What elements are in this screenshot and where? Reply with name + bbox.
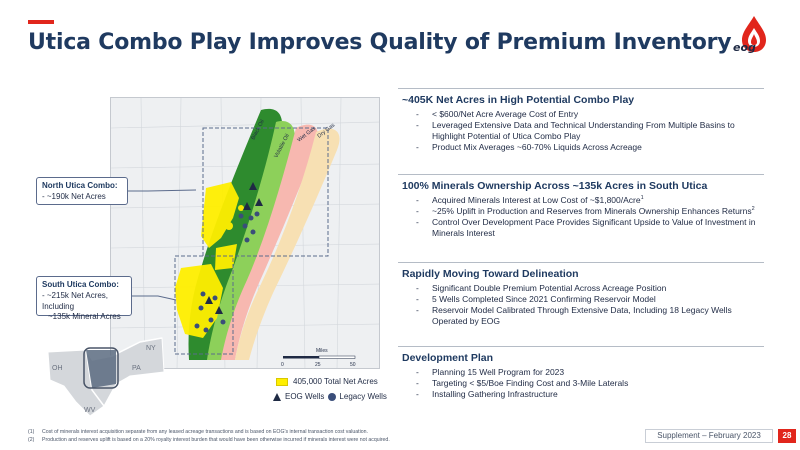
bullet: 5 Wells Completed Since 2021 Confirming … bbox=[402, 294, 764, 305]
section-delineation: Rapidly Moving Toward Delineation Signif… bbox=[398, 262, 764, 346]
eog-drop-flame-icon bbox=[742, 16, 766, 52]
title-accent-bar bbox=[28, 20, 54, 24]
state-locator-map: NY PA OH WV bbox=[47, 337, 165, 417]
legacy-well-dot-icon bbox=[328, 392, 337, 401]
bullet: Significant Double Premium Potential Acr… bbox=[402, 283, 764, 294]
ny-label: NY bbox=[146, 345, 156, 352]
south-utica-callout: South Utica Combo: - ~215k Net Acres, In… bbox=[36, 276, 132, 321]
north-callout-acres: - ~190k Net Acres bbox=[42, 191, 106, 201]
legend-acreage: 405,000 Total Net Acres bbox=[276, 377, 378, 386]
eog-logo-text: eog bbox=[733, 41, 756, 54]
scale-bar: Miles 0 25 50 bbox=[281, 348, 356, 368]
bullet: Leveraged Extensive Data and Technical U… bbox=[402, 120, 764, 142]
footnote-2: (2) Production and reserves uplift is bas… bbox=[28, 437, 390, 444]
bullet: ~25% Uplift in Production and Reserves f… bbox=[402, 206, 764, 217]
bullet: Installing Gathering Infrastructure bbox=[402, 389, 764, 400]
eog-well-triangle-icon bbox=[273, 392, 281, 401]
section-development-plan: Development Plan Planning 15 Well Progra… bbox=[398, 346, 764, 428]
south-callout-minerals: ~135k Mineral Acres bbox=[48, 312, 121, 322]
scale-tick-0: 0 bbox=[281, 362, 284, 368]
supplement-label: Supplement – February 2023 bbox=[645, 429, 773, 443]
pa-label: PA bbox=[132, 365, 141, 372]
bullet: Reservoir Model Calibrated Through Exten… bbox=[402, 305, 764, 327]
footnote-ref-1: 1 bbox=[640, 195, 644, 202]
north-utica-callout: North Utica Combo: - ~190k Net Acres bbox=[36, 177, 128, 205]
bullet: Control Over Development Pace Provides S… bbox=[402, 217, 764, 239]
content-panel: ~405K Net Acres in High Potential Combo … bbox=[398, 88, 764, 428]
bullet: Product Mix Averages ~60-70% Liquids Acr… bbox=[402, 142, 764, 153]
section-heading: ~405K Net Acres in High Potential Combo … bbox=[402, 94, 635, 106]
acreage-swatch bbox=[276, 377, 288, 386]
scale-tick-50: 50 bbox=[350, 362, 356, 368]
south-callout-acres: - ~215k Net Acres, Including bbox=[42, 290, 109, 311]
section-heading: 100% Minerals Ownership Across ~135k Acr… bbox=[402, 180, 708, 192]
bullet: Acquired Minerals Interest at Low Cost o… bbox=[402, 195, 764, 206]
bullet: Planning 15 Well Program for 2023 bbox=[402, 367, 764, 378]
legend-legacy-wells-label: Legacy Wells bbox=[339, 392, 387, 401]
page-title: Utica Combo Play Improves Quality of Pre… bbox=[28, 30, 732, 55]
north-callout-title: North Utica Combo: bbox=[42, 181, 118, 190]
scale-label: Miles bbox=[316, 348, 328, 354]
legend-acres-label: 405,000 Total Net Acres bbox=[293, 377, 378, 386]
section-net-acres: ~405K Net Acres in High Potential Combo … bbox=[398, 88, 764, 174]
section-minerals-ownership: 100% Minerals Ownership Across ~135k Acr… bbox=[398, 174, 764, 262]
legend-eog-wells-label: EOG Wells bbox=[285, 392, 325, 401]
footnotes: (1) Cost of minerals interest acquisition… bbox=[28, 428, 390, 444]
oh-label: OH bbox=[52, 365, 63, 372]
footnote-1: (1) Cost of minerals interest acquisition… bbox=[28, 429, 368, 435]
footnote-ref-2: 2 bbox=[751, 206, 755, 213]
legend-wells: EOG Wells Legacy Wells bbox=[273, 392, 387, 401]
section-heading: Development Plan bbox=[402, 352, 494, 364]
utica-map: Black Oil Volatile Oil Wet Gas Dry Gas M… bbox=[110, 97, 380, 369]
scale-tick-25: 25 bbox=[315, 362, 321, 368]
south-callout-title: South Utica Combo: bbox=[42, 280, 119, 289]
wv-label: WV bbox=[84, 407, 96, 414]
section-heading: Rapidly Moving Toward Delineation bbox=[402, 268, 579, 280]
bullet: Targeting < $5/Boe Finding Cost and 3-Mi… bbox=[402, 378, 764, 389]
bullet: < $600/Net Acre Average Cost of Entry bbox=[402, 109, 764, 120]
page-number: 28 bbox=[778, 429, 796, 443]
